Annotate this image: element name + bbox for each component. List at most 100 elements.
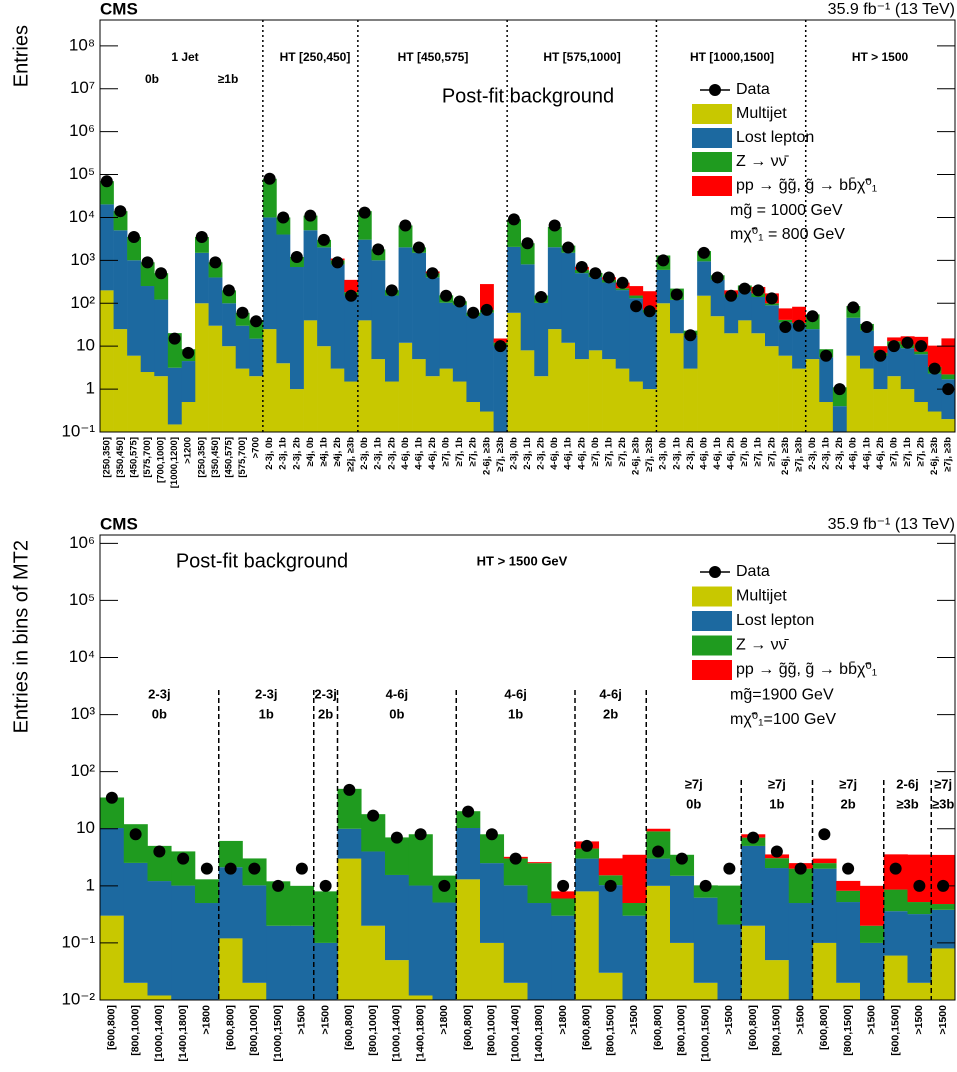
x-tick-label: 4-6j, 0b: [698, 437, 709, 470]
bar-segment: [883, 889, 908, 912]
y-tick-label: 10³: [70, 250, 95, 269]
x-tick-label: ≥7j, 0b: [590, 437, 601, 467]
x-tick-label: [800,1000]: [676, 1005, 688, 1056]
bar-segment: [860, 330, 874, 369]
x-tick-label: ≥7j, 0b: [441, 437, 452, 467]
data-point: [277, 211, 290, 224]
data-point: [711, 271, 724, 284]
bar-segment: [812, 863, 837, 869]
legend-data-marker: [709, 566, 721, 578]
x-tick-label: 2-3j, 1b: [373, 437, 384, 470]
legend-swatch: [692, 660, 732, 680]
bar-segment: [561, 342, 576, 432]
bar-segment: [717, 885, 742, 925]
y-tick-label: 10³: [70, 704, 95, 723]
x-tick-label: ≥2j, ≥3b: [346, 437, 357, 472]
legend-swatch: [692, 611, 732, 631]
bar-segment: [710, 316, 725, 432]
x-tick-label: 2-3j, 1b: [671, 437, 682, 470]
bar-segment: [792, 368, 807, 432]
x-tick-label: [1400,1800]: [414, 1005, 426, 1062]
x-tick-label: [600,1500]: [889, 1005, 901, 1056]
data-point: [385, 284, 398, 297]
legend-label: Lost lepton: [736, 129, 814, 146]
x-tick-label: [600,800]: [343, 1005, 355, 1050]
bar-segment: [154, 273, 169, 300]
annotation: Post-fit background: [176, 550, 348, 572]
bar-segment: [846, 355, 861, 432]
x-tick-label: 4-6j, 0b: [848, 437, 859, 470]
bar-segment: [140, 262, 155, 287]
bar-segment: [425, 376, 440, 432]
x-tick-label: [1000,1400]: [391, 1005, 403, 1062]
bar-segment: [615, 288, 630, 291]
data-point: [209, 256, 222, 269]
x-tick-label: [800,1000]: [367, 1005, 379, 1056]
data-point: [548, 219, 561, 232]
bar-segment: [914, 402, 929, 432]
bar-segment: [615, 368, 630, 432]
bar-segment: [812, 868, 837, 943]
data-point: [675, 852, 688, 865]
legend-label: pp → g̃g̃, g̃ → bb̄χ̃⁰₁: [736, 661, 877, 678]
x-tick-label: [800,1000]: [129, 1005, 141, 1056]
y-axis-label: Entries: [10, 25, 32, 87]
bar-segment: [466, 402, 481, 432]
bar-segment: [642, 312, 657, 390]
bar-segment: [941, 419, 956, 432]
bar-segment: [914, 354, 929, 403]
y-tick-label: 10²: [70, 293, 95, 312]
bar-segment: [602, 282, 617, 360]
bar-segment: [113, 230, 128, 330]
bar-segment: [547, 329, 562, 432]
data-point: [901, 336, 914, 349]
bar-segment: [195, 303, 209, 432]
x-tick-label: 2-3j, 1b: [278, 437, 289, 470]
x-tick-label: 4-6j, 1b: [563, 437, 574, 470]
bar-segment: [629, 381, 644, 432]
bar-segment: [805, 359, 820, 432]
bar-segment: [147, 995, 172, 1000]
x-tick-label: >1500: [794, 1005, 806, 1035]
bar-segment: [697, 295, 712, 432]
x-tick-label: 2-3j, 0b: [508, 437, 519, 470]
x-tick-label: ≥4j, 2b: [332, 437, 343, 467]
legend-swatch: [692, 635, 732, 656]
bar-segment: [235, 325, 250, 369]
group-label: 4-6j: [599, 686, 621, 701]
bar-segment: [805, 329, 820, 360]
bar-segment: [642, 389, 657, 432]
y-axis-label: Entries in bins of MT2: [10, 540, 32, 733]
bar-segment: [873, 389, 888, 432]
bar-segment: [398, 225, 413, 248]
bar-segment: [398, 342, 413, 432]
bar-segment: [249, 338, 264, 377]
data-point: [168, 332, 181, 345]
data-point: [725, 289, 738, 302]
bar-segment: [534, 302, 549, 377]
bar-segment: [385, 874, 410, 961]
x-tick-label: [1400,1800]: [533, 1005, 545, 1062]
x-tick-label: 2-3j, 2b: [834, 437, 845, 470]
bar-segment: [385, 960, 410, 1000]
bar-segment: [551, 898, 576, 916]
bar-segment: [507, 219, 522, 247]
x-tick-label: [600,800]: [652, 1005, 664, 1050]
bar-segment: [493, 345, 508, 432]
x-tick-label: 2-3j, 0b: [359, 437, 370, 470]
bar-segment: [337, 858, 362, 1000]
bar-segment: [683, 335, 698, 369]
y-tick-label: 10: [76, 336, 95, 355]
bar-segment: [836, 880, 861, 891]
bar-segment: [290, 266, 304, 390]
data-point: [794, 862, 807, 875]
chart-title: CMS: [100, 0, 138, 18]
bar-segment: [907, 914, 932, 983]
x-tick-label: ≥7j, 1b: [603, 437, 614, 467]
bar-segment: [503, 982, 528, 1000]
x-tick-label: [250,350]: [101, 437, 112, 478]
x-tick-label: >1800: [438, 1005, 450, 1035]
bar-segment: [836, 902, 861, 983]
legend-label: Lost lepton: [736, 612, 814, 629]
bar-segment: [683, 368, 698, 432]
